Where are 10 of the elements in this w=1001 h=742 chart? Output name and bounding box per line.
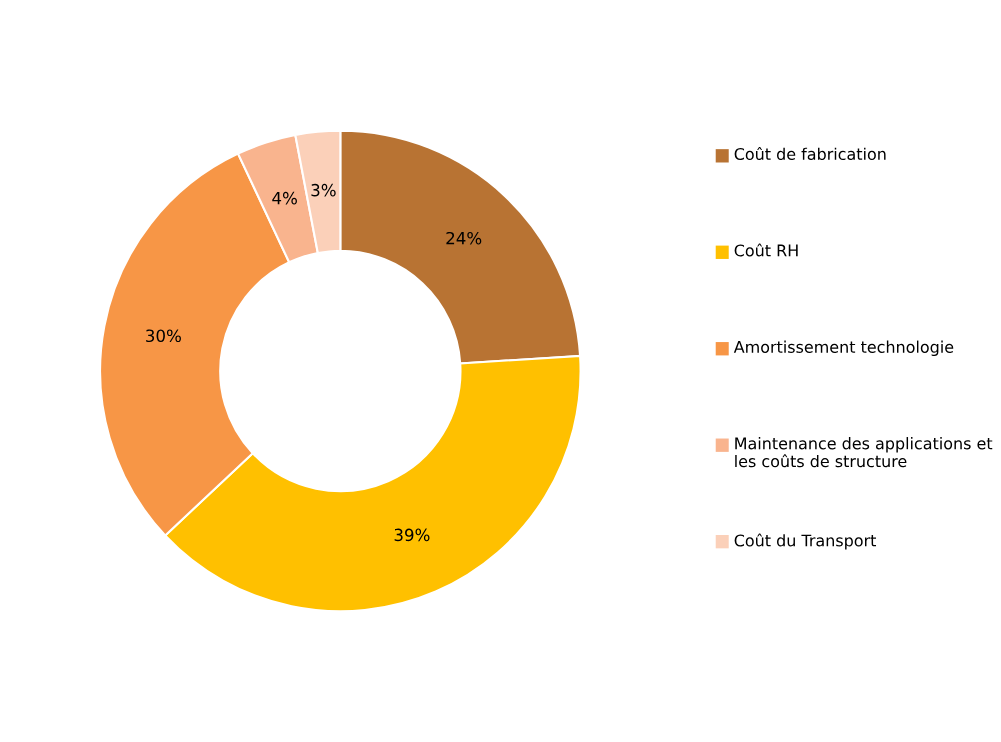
legend-label: Maintenance des applications et les coûts de structure (735, 437, 993, 468)
data-label: 24% (446, 231, 482, 245)
data-label: 3% (311, 183, 336, 197)
data-label: 4% (272, 191, 297, 205)
legend-label: Coût du Transport (734, 533, 877, 550)
data-label: 39% (394, 528, 430, 542)
data-label: 30% (146, 329, 181, 343)
legend-label: Coût RH (734, 243, 798, 257)
legend-label: Coût de fabrication (734, 147, 886, 161)
legend-label: Amortissement technologie (733, 340, 954, 357)
